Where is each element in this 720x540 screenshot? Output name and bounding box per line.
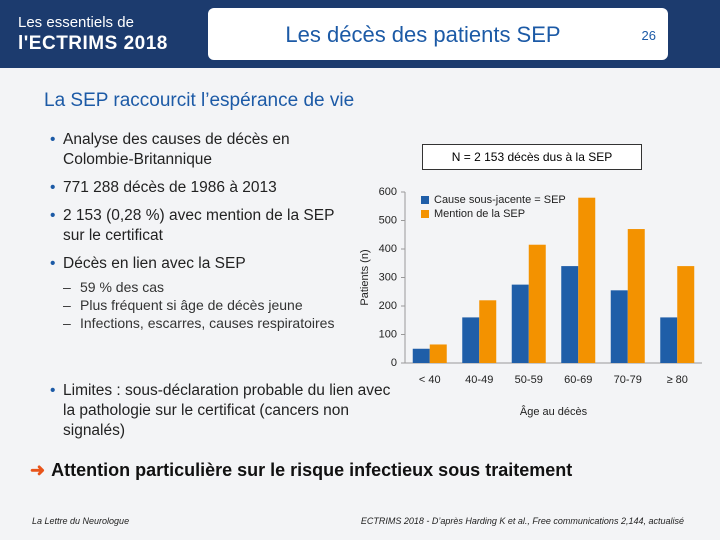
slide-title: Les décès des patients SEP <box>285 22 561 47</box>
legend-swatch <box>421 210 429 218</box>
x-tick-label: 40-49 <box>465 374 493 386</box>
y-axis-title: Patients (n) <box>359 249 371 305</box>
logo-line: Les essentiels de <box>18 14 134 31</box>
bullet: 2 153 (0,28 %) avec mention de la SEP su… <box>30 206 350 246</box>
bar <box>610 290 628 363</box>
bullet: 771 288 décès de 1986 à 2013 <box>30 178 350 198</box>
y-tick-label: 0 <box>391 357 397 369</box>
bar <box>578 197 596 363</box>
bar <box>561 266 579 363</box>
y-tick-label: 500 <box>379 214 397 226</box>
chart: 0 100 200 300 400 500 600 Patients (n) Âge au dé… <box>359 186 702 418</box>
bar <box>479 300 497 363</box>
x-tick-label: 70-79 <box>614 374 642 386</box>
sub-list: 59 % des casPlus fréquent si âge de décè… <box>63 278 350 332</box>
x-tick-label: 60-69 <box>564 374 592 386</box>
bar <box>660 317 678 363</box>
sub-bullet: 59 % des cas <box>63 278 350 296</box>
bullet-text: Analyse des causes de décès en Colombie-… <box>63 131 290 168</box>
x-tick-label: 50-59 <box>515 374 543 386</box>
legend-label: Mention de la SEP <box>434 208 525 220</box>
bar <box>528 244 546 363</box>
sub-bullet: Plus fréquent si âge de décès jeune <box>63 296 350 314</box>
bullet-text: Décès en lien avec la SEP <box>63 255 246 272</box>
annotation: N = 2 153 décès dus à la SEP <box>422 144 642 170</box>
footer-left: La Lettre du Neurologue <box>32 516 130 526</box>
y-tick-label: 600 <box>379 186 397 198</box>
bar <box>511 284 529 363</box>
bar <box>627 229 645 363</box>
footer-right: ECTRIMS 2018 - D’après Harding K et al.,… <box>360 516 684 526</box>
y-tick-label: 300 <box>379 271 397 283</box>
callout: ➜ Attention particulière sur le risque in… <box>30 460 572 481</box>
subtitle: La SEP raccourcit l’espérance de vie <box>44 90 355 111</box>
arrow-icon: ➜ <box>30 460 46 480</box>
header: Les essentiels de l'ECTRIMS 2018 Les déc… <box>0 0 720 68</box>
bullet-text: 771 288 décès de 1986 à 2013 <box>63 179 277 196</box>
legend-swatch <box>421 196 429 204</box>
bar <box>429 344 447 363</box>
callout-text: Attention particulière sur le risque inf… <box>51 460 573 480</box>
sub-bullet: Infections, escarres, causes respiratoir… <box>63 314 350 332</box>
x-tick-label: ≥ 80 <box>667 374 688 386</box>
bullet: Limites : sous-déclaration probable du l… <box>50 381 393 441</box>
bar <box>677 266 695 363</box>
title-box: Les décès des patients SEP 26 <box>208 8 668 60</box>
y-tick-label: 200 <box>379 300 397 312</box>
bullet: Analyse des causes de décès en Colombie-… <box>30 130 350 170</box>
bullet-list: Analyse des causes de décès en Colombie-… <box>30 130 350 340</box>
x-axis-title: Âge au décès <box>520 405 588 418</box>
y-tick-label: 400 <box>379 243 397 255</box>
legend-label: Cause sous-jacente = SEP <box>434 194 566 206</box>
x-tick-label: < 40 <box>419 374 441 386</box>
bullet-text: 2 153 (0,28 %) avec mention de la SEP su… <box>63 207 335 244</box>
bullet-list: Limites : sous-déclaration probable du l… <box>30 381 393 441</box>
bullet: Décès en lien avec la SEP 59 % des casPlu… <box>30 254 350 332</box>
bar <box>462 317 480 363</box>
logo-line: l'ECTRIMS 2018 <box>18 33 168 54</box>
y-tick-label: 100 <box>379 328 397 340</box>
page-number: 26 <box>641 28 656 43</box>
bar <box>412 348 430 363</box>
